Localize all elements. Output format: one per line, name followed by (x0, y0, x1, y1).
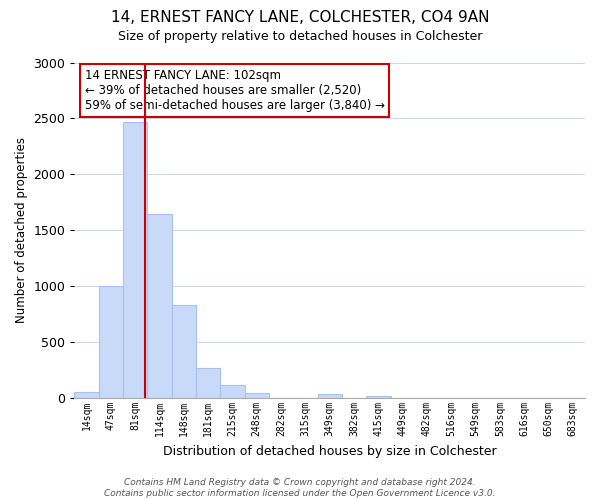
Text: Size of property relative to detached houses in Colchester: Size of property relative to detached ho… (118, 30, 482, 43)
Bar (74, 392, 99, 398)
Y-axis label: Number of detached properties: Number of detached properties (15, 138, 28, 324)
Text: Contains HM Land Registry data © Crown copyright and database right 2024.
Contai: Contains HM Land Registry data © Crown c… (104, 478, 496, 498)
Bar (220, 384, 245, 398)
Bar (196, 368, 220, 398)
X-axis label: Distribution of detached houses by size in Colchester: Distribution of detached houses by size … (163, 444, 497, 458)
Bar (172, 306, 196, 398)
Text: 14, ERNEST FANCY LANE, COLCHESTER, CO4 9AN: 14, ERNEST FANCY LANE, COLCHESTER, CO4 9… (111, 10, 489, 25)
Bar (317, 394, 342, 398)
Text: 14 ERNEST FANCY LANE: 102sqm
← 39% of detached houses are smaller (2,520)
59% of: 14 ERNEST FANCY LANE: 102sqm ← 39% of de… (85, 69, 385, 112)
Bar (148, 214, 172, 398)
Bar (245, 392, 269, 398)
Bar (99, 286, 123, 398)
Bar (366, 396, 391, 398)
Bar (123, 122, 148, 398)
